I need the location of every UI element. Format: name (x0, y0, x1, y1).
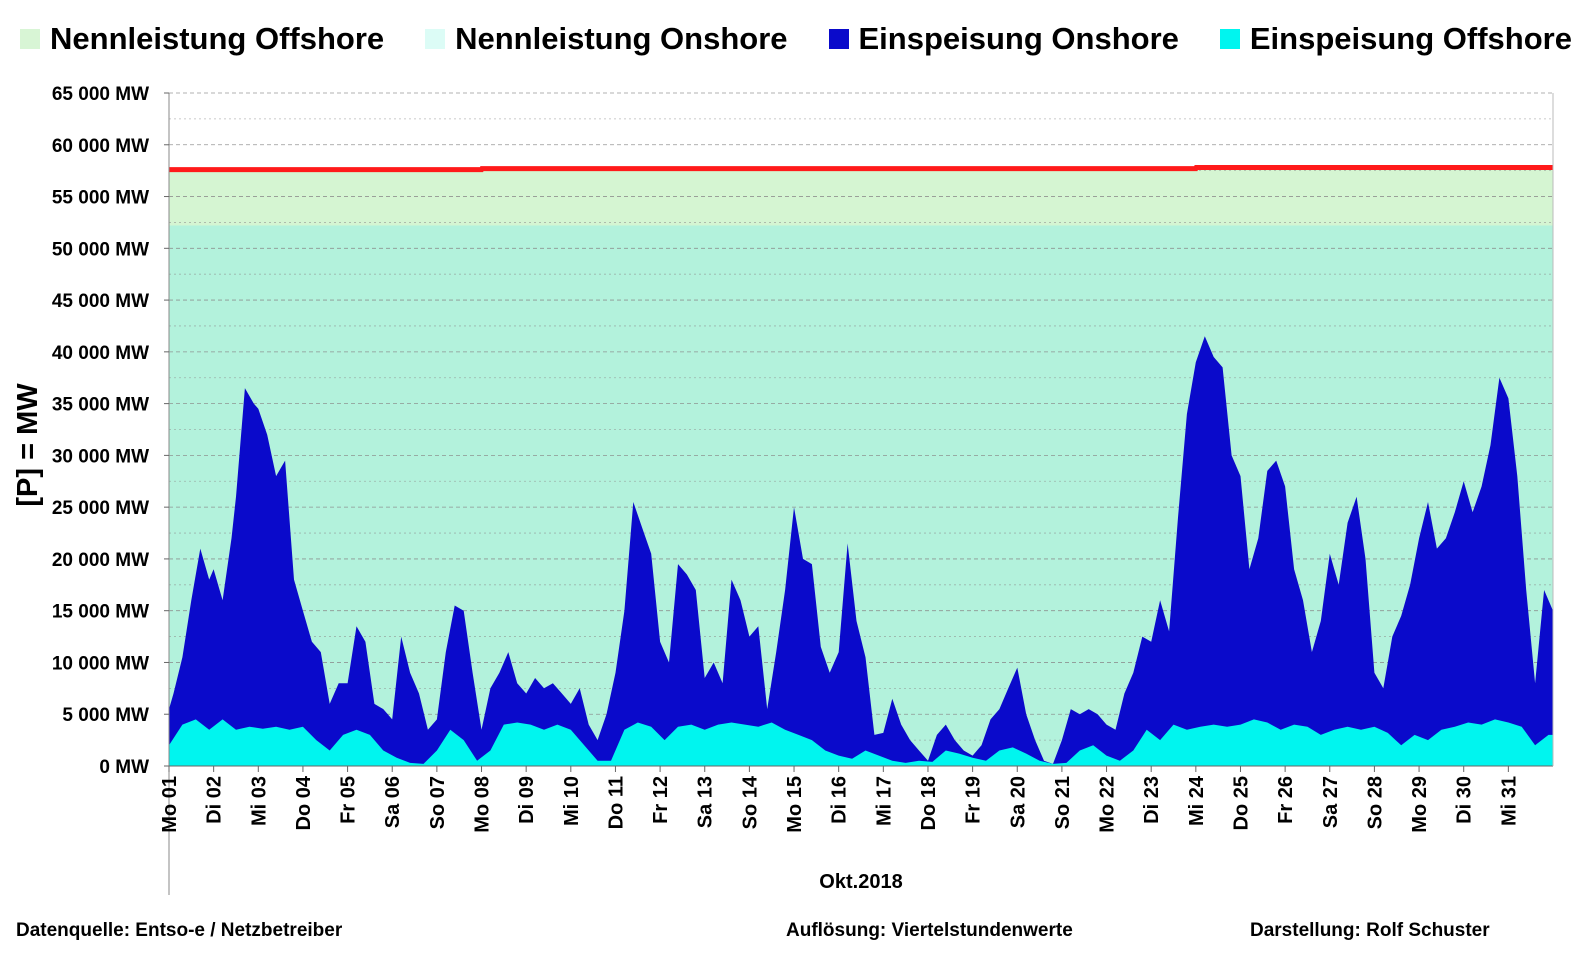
x-tick-label: Di 09 (516, 776, 538, 824)
legend-label: Einspeisung Onshore (858, 21, 1179, 56)
x-tick-label: Sa 20 (1007, 776, 1029, 828)
x-tick-label: So 28 (1364, 776, 1386, 829)
x-tick-label: Sa 06 (382, 776, 404, 828)
y-tick-label: 25 000 MW (52, 498, 149, 519)
x-axis-title: Okt.2018 (819, 871, 902, 893)
x-tick-label: Mi 17 (873, 776, 895, 826)
footer-source: Datenquelle: Entso-e / Netzbetreiber (16, 920, 343, 941)
legend-item-nennleistung-onshore: Nennleistung Onshore (425, 21, 788, 57)
legend-swatch-einspeisung-onshore (828, 29, 849, 49)
x-tick-label: Di 02 (204, 776, 226, 824)
footer-author: Darstellung: Rolf Schuster (1250, 920, 1490, 941)
x-tick-label: Mo 15 (784, 776, 806, 833)
x-tick-label: Di 23 (1141, 776, 1163, 824)
y-tick-label: 10 000 MW (52, 653, 149, 674)
x-tick-label: Sa 27 (1320, 776, 1342, 828)
legend-label: Einspeisung Offshore (1249, 21, 1572, 56)
x-tick-label: Mi 24 (1186, 775, 1208, 826)
x-tick-label: So 14 (739, 775, 761, 829)
y-tick-label: 40 000 MW (52, 343, 149, 364)
area-einspeisung-offshore (169, 719, 1553, 766)
x-tick-label: Do 11 (605, 776, 627, 829)
x-tick-label: So 07 (427, 776, 449, 829)
y-tick-label: 60 000 MW (52, 136, 149, 157)
y-tick-label: 45 000 MW (52, 291, 149, 312)
x-tick-label: Fr 05 (338, 776, 360, 824)
y-tick-label: 50 000 MW (52, 239, 149, 260)
legend-swatch-einspeisung-offshore (1219, 29, 1240, 49)
x-tick-label: Di 16 (829, 776, 851, 824)
y-tick-label: 30 000 MW (52, 446, 149, 467)
x-tick-label: Mi 31 (1498, 776, 1520, 826)
area-einspeisung-onshore (169, 336, 1553, 766)
legend-swatch-nennleistung-offshore (20, 29, 40, 49)
line-nennleistung-gesamt (169, 165, 1553, 173)
x-tick-label: Do 25 (1230, 776, 1252, 830)
x-tick-label: So 21 (1052, 776, 1074, 829)
x-tick-label: Mo 01 (159, 776, 181, 833)
x-tick-label: Do 04 (293, 775, 315, 830)
x-tick-label: Fr 12 (650, 776, 672, 824)
y-tick-label: 35 000 MW (52, 395, 149, 416)
legend-item-einspeisung-offshore: Einspeisung Offshore (1219, 21, 1572, 57)
legend-item-nennleistung-offshore: Nennleistung Offshore (20, 21, 384, 57)
y-tick-label: 65 000 MW (52, 84, 149, 105)
x-tick-label: Di 30 (1454, 776, 1476, 824)
y-axis-title: [P] = MW (12, 383, 44, 507)
y-tick-label: 0 MW (99, 757, 149, 778)
x-tick-label: Mi 03 (248, 776, 270, 826)
legend: Nennleistung Offshore Nennleistung Onsho… (20, 14, 1572, 64)
x-tick-label: Mi 10 (561, 776, 583, 826)
x-tick-label: Mo 29 (1409, 776, 1431, 833)
legend-label: Nennleistung Offshore (50, 21, 385, 56)
legend-item-einspeisung-onshore: Einspeisung Onshore (828, 21, 1179, 57)
x-tick-label: Mo 22 (1097, 776, 1119, 833)
legend-swatch-nennleistung-onshore (425, 29, 446, 49)
y-tick-label: 55 000 MW (52, 188, 149, 209)
legend-label: Nennleistung Onshore (455, 21, 788, 56)
y-tick-label: 5 000 MW (62, 705, 149, 726)
x-tick-label: Fr 19 (963, 776, 985, 824)
footer-resolution: Auflösung: Viertelstundenwerte (786, 920, 1073, 941)
x-tick-label: Mo 08 (472, 776, 494, 833)
x-tick-label: Sa 13 (695, 776, 717, 828)
x-tick-label: Do 18 (918, 776, 940, 830)
x-tick-label: Fr 26 (1275, 776, 1297, 824)
y-tick-label: 15 000 MW (52, 602, 149, 623)
y-tick-label: 20 000 MW (52, 550, 149, 571)
